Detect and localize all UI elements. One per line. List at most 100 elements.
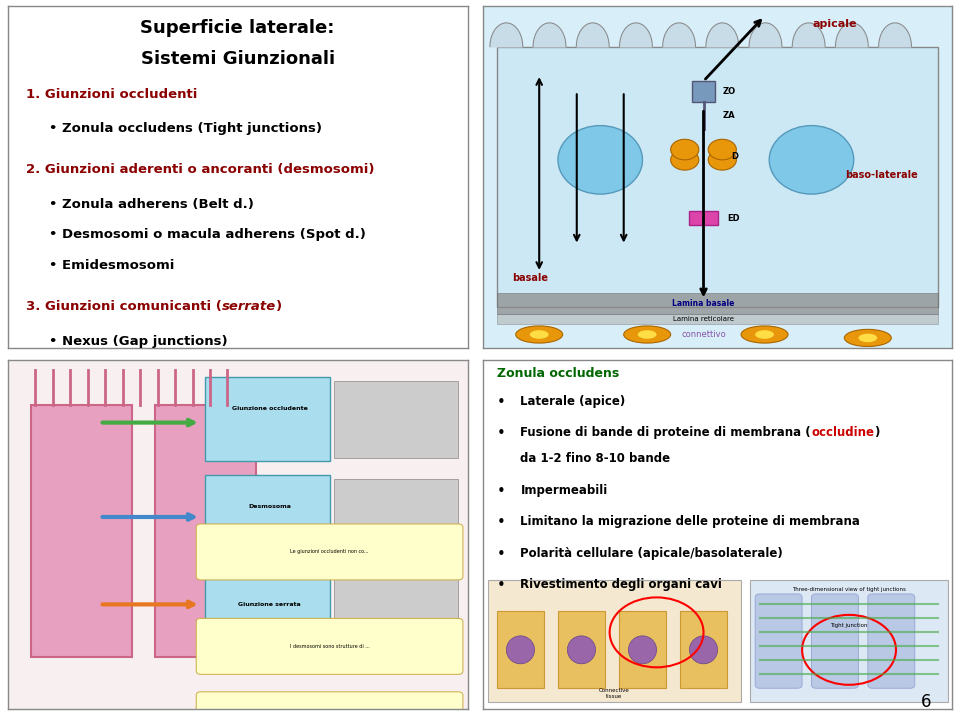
Text: Three-dimensional view of tight junctions: Three-dimensional view of tight junction… bbox=[792, 587, 906, 592]
Circle shape bbox=[671, 149, 699, 170]
Ellipse shape bbox=[756, 330, 774, 339]
Polygon shape bbox=[533, 23, 566, 46]
Bar bbox=[497, 293, 938, 314]
Text: ): ) bbox=[276, 300, 282, 313]
Ellipse shape bbox=[689, 636, 718, 664]
Text: Giunzione serrata: Giunzione serrata bbox=[238, 602, 301, 607]
Polygon shape bbox=[878, 23, 911, 46]
Bar bbox=[334, 576, 458, 654]
Ellipse shape bbox=[637, 330, 657, 339]
Text: ZA: ZA bbox=[722, 111, 735, 120]
Polygon shape bbox=[490, 23, 523, 46]
Ellipse shape bbox=[530, 330, 548, 339]
FancyBboxPatch shape bbox=[205, 573, 329, 657]
Text: •: • bbox=[497, 395, 506, 410]
Text: 2. Giunzioni aderenti o ancoranti (desmosomi): 2. Giunzioni aderenti o ancoranti (desmo… bbox=[26, 163, 374, 177]
Polygon shape bbox=[792, 23, 825, 46]
Text: Laterale (apice): Laterale (apice) bbox=[520, 395, 626, 408]
Text: • Zonula adherens (Belt d.): • Zonula adherens (Belt d.) bbox=[49, 197, 254, 210]
Text: Superficie laterale:: Superficie laterale: bbox=[140, 19, 335, 37]
Text: Zonula occludens: Zonula occludens bbox=[497, 367, 619, 380]
FancyBboxPatch shape bbox=[619, 611, 666, 689]
Text: Sistemi Giunzionali: Sistemi Giunzionali bbox=[140, 50, 335, 68]
Bar bbox=[497, 314, 938, 324]
FancyBboxPatch shape bbox=[196, 524, 463, 580]
Text: baso-laterale: baso-laterale bbox=[846, 170, 919, 180]
Text: Connective
tissue: Connective tissue bbox=[599, 688, 630, 699]
Text: Lamina reticolare: Lamina reticolare bbox=[673, 316, 734, 322]
FancyBboxPatch shape bbox=[680, 611, 727, 689]
Text: D: D bbox=[732, 152, 738, 161]
Polygon shape bbox=[835, 23, 868, 46]
Text: serrate: serrate bbox=[222, 300, 276, 313]
Text: connettivo: connettivo bbox=[682, 330, 726, 339]
Bar bbox=[334, 478, 458, 556]
Ellipse shape bbox=[741, 326, 788, 343]
Circle shape bbox=[671, 139, 699, 160]
FancyBboxPatch shape bbox=[155, 405, 256, 657]
FancyBboxPatch shape bbox=[205, 475, 329, 559]
Text: ZO: ZO bbox=[722, 87, 735, 96]
Circle shape bbox=[708, 139, 736, 160]
Text: Tight junction: Tight junction bbox=[830, 623, 868, 628]
FancyBboxPatch shape bbox=[196, 692, 463, 715]
Text: Le giunzioni occludenti non co...: Le giunzioni occludenti non co... bbox=[290, 549, 369, 554]
Text: Lamina basale: Lamina basale bbox=[672, 299, 734, 308]
FancyBboxPatch shape bbox=[497, 46, 938, 307]
Text: basale: basale bbox=[512, 273, 548, 283]
Text: Polarità cellulare (apicale/basolaterale): Polarità cellulare (apicale/basolaterale… bbox=[520, 547, 783, 560]
Text: Limitano la migrazione delle proteine di membrana: Limitano la migrazione delle proteine di… bbox=[520, 516, 860, 528]
FancyBboxPatch shape bbox=[497, 611, 544, 689]
Text: 6: 6 bbox=[921, 694, 931, 711]
Ellipse shape bbox=[567, 636, 595, 664]
FancyBboxPatch shape bbox=[811, 594, 858, 689]
Ellipse shape bbox=[769, 126, 853, 194]
Bar bbox=[689, 211, 717, 225]
Text: • Emidesmosomi: • Emidesmosomi bbox=[49, 259, 175, 272]
Ellipse shape bbox=[516, 326, 563, 343]
Text: occludine: occludine bbox=[811, 426, 874, 439]
Text: 1. Giunzioni occludenti: 1. Giunzioni occludenti bbox=[26, 88, 198, 101]
Text: Impermeabili: Impermeabili bbox=[520, 484, 608, 497]
Polygon shape bbox=[706, 23, 739, 46]
Text: da 1-2 fino 8-10 bande: da 1-2 fino 8-10 bande bbox=[520, 453, 671, 465]
FancyBboxPatch shape bbox=[31, 405, 132, 657]
Ellipse shape bbox=[845, 330, 891, 347]
Text: apicale: apicale bbox=[813, 19, 857, 29]
FancyBboxPatch shape bbox=[558, 611, 605, 689]
Bar bbox=[751, 580, 948, 702]
Text: • Nexus (Gap junctions): • Nexus (Gap junctions) bbox=[49, 335, 228, 347]
Polygon shape bbox=[576, 23, 610, 46]
Ellipse shape bbox=[858, 334, 877, 342]
Text: Giunzione occludente: Giunzione occludente bbox=[232, 406, 308, 411]
Text: •: • bbox=[497, 426, 506, 441]
Circle shape bbox=[708, 149, 736, 170]
Text: •: • bbox=[497, 547, 506, 562]
Bar bbox=[334, 380, 458, 458]
Text: •: • bbox=[497, 484, 506, 499]
FancyBboxPatch shape bbox=[196, 618, 463, 674]
Text: I desmosomi sono strutture di ...: I desmosomi sono strutture di ... bbox=[290, 644, 370, 649]
Text: •: • bbox=[497, 516, 506, 531]
Text: Desmosoma: Desmosoma bbox=[249, 504, 291, 509]
Text: • Zonula occludens (Tight junctions): • Zonula occludens (Tight junctions) bbox=[49, 122, 322, 135]
Polygon shape bbox=[619, 23, 653, 46]
Polygon shape bbox=[662, 23, 696, 46]
FancyBboxPatch shape bbox=[205, 377, 329, 461]
Text: 3. Giunzioni comunicanti (: 3. Giunzioni comunicanti ( bbox=[26, 300, 222, 313]
Text: Fusione di bande di proteine di membrana (: Fusione di bande di proteine di membrana… bbox=[520, 426, 811, 439]
Ellipse shape bbox=[624, 326, 671, 343]
Text: •: • bbox=[497, 578, 506, 593]
FancyBboxPatch shape bbox=[868, 594, 915, 689]
Ellipse shape bbox=[558, 126, 642, 194]
FancyBboxPatch shape bbox=[756, 594, 803, 689]
Text: Rivestimento degli organi cavi: Rivestimento degli organi cavi bbox=[520, 578, 722, 591]
Ellipse shape bbox=[506, 636, 535, 664]
Bar bbox=[488, 580, 741, 702]
Ellipse shape bbox=[629, 636, 657, 664]
Text: ED: ED bbox=[727, 214, 739, 222]
Polygon shape bbox=[749, 23, 781, 46]
Text: • Desmosomi o macula adherens (Spot d.): • Desmosomi o macula adherens (Spot d.) bbox=[49, 228, 366, 242]
Text: ): ) bbox=[874, 426, 879, 439]
Bar bbox=[692, 81, 715, 102]
